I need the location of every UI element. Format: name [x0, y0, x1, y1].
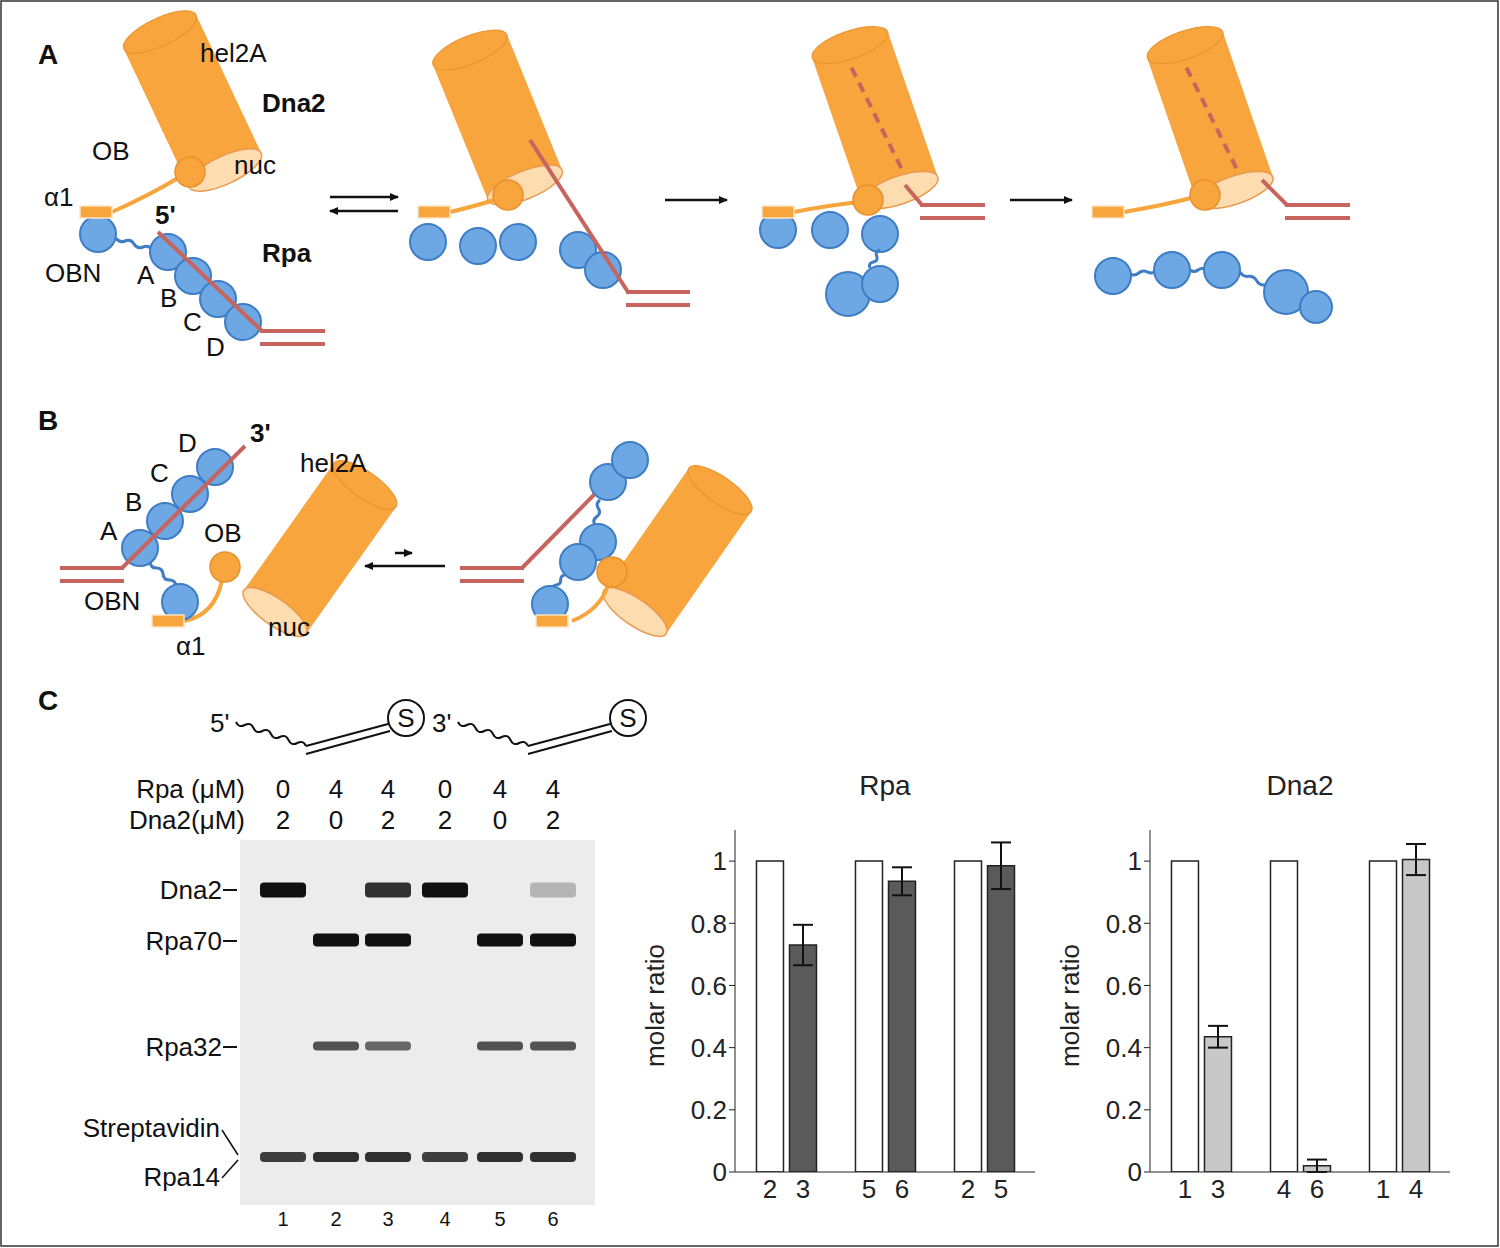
svg-text:0: 0 — [438, 774, 452, 804]
svg-text:1: 1 — [277, 1208, 288, 1230]
svg-text:0.8: 0.8 — [691, 909, 727, 939]
svg-text:4: 4 — [546, 774, 560, 804]
svg-text:0: 0 — [276, 774, 290, 804]
svg-text:4: 4 — [439, 1208, 450, 1230]
svg-text:C: C — [150, 458, 169, 488]
svg-text:0: 0 — [493, 805, 507, 835]
svg-text:0.6: 0.6 — [1106, 971, 1142, 1001]
svg-text:0.6: 0.6 — [691, 971, 727, 1001]
svg-text:3: 3 — [382, 1208, 393, 1230]
svg-text:OBN: OBN — [45, 258, 101, 288]
svg-text:D: D — [206, 332, 225, 362]
svg-text:Rpa (μM): Rpa (μM) — [136, 774, 245, 804]
svg-text:4: 4 — [493, 774, 507, 804]
svg-text:A: A — [38, 39, 58, 70]
svg-text:OB: OB — [92, 136, 130, 166]
svg-text:0.4: 0.4 — [1106, 1033, 1142, 1063]
svg-text:4: 4 — [329, 774, 343, 804]
svg-text:Rpa14: Rpa14 — [143, 1162, 220, 1192]
svg-text:0.4: 0.4 — [691, 1033, 727, 1063]
svg-text:B: B — [38, 405, 58, 436]
svg-text:0.8: 0.8 — [1106, 909, 1142, 939]
svg-text:α1: α1 — [44, 182, 74, 212]
svg-text:4: 4 — [1409, 1174, 1423, 1204]
svg-text:6: 6 — [1310, 1174, 1324, 1204]
svg-text:S: S — [619, 703, 636, 733]
svg-text:Rpa: Rpa — [262, 238, 312, 268]
svg-text:C: C — [38, 685, 58, 716]
svg-text:Rpa32: Rpa32 — [145, 1032, 222, 1062]
svg-text:OB: OB — [204, 518, 242, 548]
svg-text:3': 3' — [250, 418, 271, 448]
svg-text:0: 0 — [1128, 1157, 1142, 1187]
svg-text:1: 1 — [713, 846, 727, 876]
svg-text:0: 0 — [713, 1157, 727, 1187]
svg-text:0: 0 — [329, 805, 343, 835]
svg-text:Streptavidin: Streptavidin — [83, 1113, 220, 1143]
svg-text:1: 1 — [1178, 1174, 1192, 1204]
html-text:molar ratio: molar ratio — [639, 944, 670, 1067]
svg-text:6: 6 — [895, 1174, 909, 1204]
svg-text:5: 5 — [494, 1208, 505, 1230]
svg-text:2: 2 — [763, 1174, 777, 1204]
svg-text:C: C — [183, 307, 202, 337]
svg-text:hel2A: hel2A — [300, 448, 367, 478]
svg-text:3: 3 — [796, 1174, 810, 1204]
svg-text:A: A — [137, 260, 155, 290]
svg-text:6: 6 — [547, 1208, 558, 1230]
svg-text:2: 2 — [961, 1174, 975, 1204]
svg-text:α1: α1 — [176, 631, 206, 661]
svg-text:Rpa70: Rpa70 — [145, 926, 222, 956]
svg-text:B: B — [160, 283, 177, 313]
svg-text:hel2A: hel2A — [200, 38, 267, 68]
svg-text:0.2: 0.2 — [1106, 1095, 1142, 1125]
svg-text:OBN: OBN — [84, 586, 140, 616]
svg-text:2: 2 — [381, 805, 395, 835]
svg-text:nuc: nuc — [268, 612, 310, 642]
svg-text:5: 5 — [994, 1174, 1008, 1204]
svg-text:5': 5' — [155, 200, 176, 230]
html-text:Dna2: Dna2 — [1266, 770, 1334, 801]
svg-text:0.2: 0.2 — [691, 1095, 727, 1125]
svg-text:4: 4 — [1277, 1174, 1291, 1204]
svg-text:2: 2 — [276, 805, 290, 835]
svg-text:3: 3 — [1211, 1174, 1225, 1204]
svg-text:4: 4 — [381, 774, 395, 804]
svg-text:D: D — [178, 428, 197, 458]
svg-text:3': 3' — [432, 708, 451, 738]
svg-text:1: 1 — [1376, 1174, 1390, 1204]
svg-text:nuc: nuc — [234, 150, 276, 180]
svg-text:5: 5 — [862, 1174, 876, 1204]
html-text:molar ratio: molar ratio — [1054, 944, 1085, 1067]
svg-text:1: 1 — [1128, 846, 1142, 876]
svg-text:2: 2 — [438, 805, 452, 835]
html-text:Rpa: Rpa — [859, 770, 911, 801]
svg-text:Dna2(μM): Dna2(μM) — [129, 805, 245, 835]
svg-text:2: 2 — [546, 805, 560, 835]
svg-text:5': 5' — [210, 708, 229, 738]
svg-text:S: S — [397, 703, 414, 733]
svg-text:Dna2: Dna2 — [160, 875, 222, 905]
svg-text:Dna2: Dna2 — [262, 88, 326, 118]
svg-text:A: A — [100, 516, 118, 546]
svg-text:B: B — [125, 487, 142, 517]
svg-text:2: 2 — [330, 1208, 341, 1230]
